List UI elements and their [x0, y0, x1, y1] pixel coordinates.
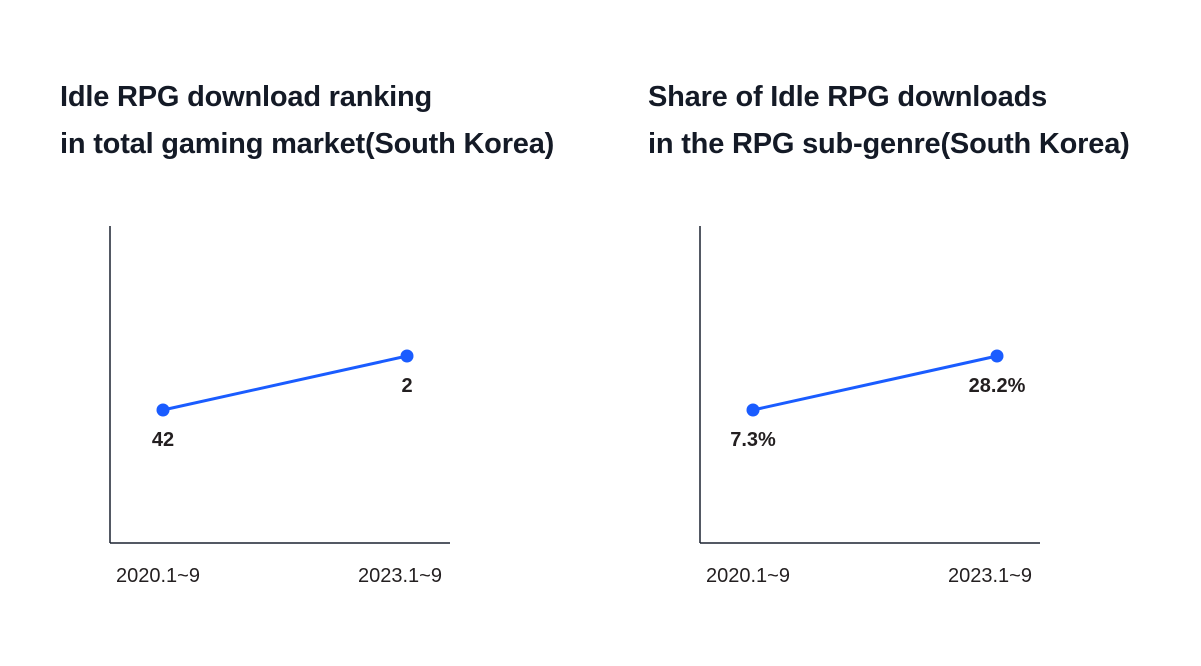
- data-label: 7.3%: [730, 429, 776, 451]
- chart-title-share: Share of Idle RPG downloads in the RPG s…: [648, 74, 1130, 168]
- title-line-2: in total gaming market(South Korea): [60, 128, 555, 160]
- title-line-1: Share of Idle RPG downloads: [648, 81, 1048, 113]
- series-line: [752, 354, 998, 412]
- title-line-2: in the RPG sub-genre(South Korea): [648, 128, 1130, 160]
- data-label: 2: [401, 375, 412, 397]
- data-label: 28.2%: [969, 375, 1026, 397]
- data-point: [400, 349, 414, 363]
- x-tick-label: 2023.1~9: [358, 565, 442, 587]
- x-tick-label: 2020.1~9: [116, 565, 200, 587]
- data-point: [990, 349, 1004, 363]
- data-point: [156, 403, 170, 417]
- x-tick-label: 2023.1~9: [948, 565, 1032, 587]
- x-tick-label: 2020.1~9: [706, 565, 790, 587]
- title-line-1: Idle RPG download ranking: [60, 81, 433, 113]
- chart-title-ranking: Idle RPG download ranking in total gamin…: [60, 74, 554, 168]
- data-label: 42: [152, 429, 174, 451]
- data-point: [746, 403, 760, 417]
- series-line: [162, 354, 408, 412]
